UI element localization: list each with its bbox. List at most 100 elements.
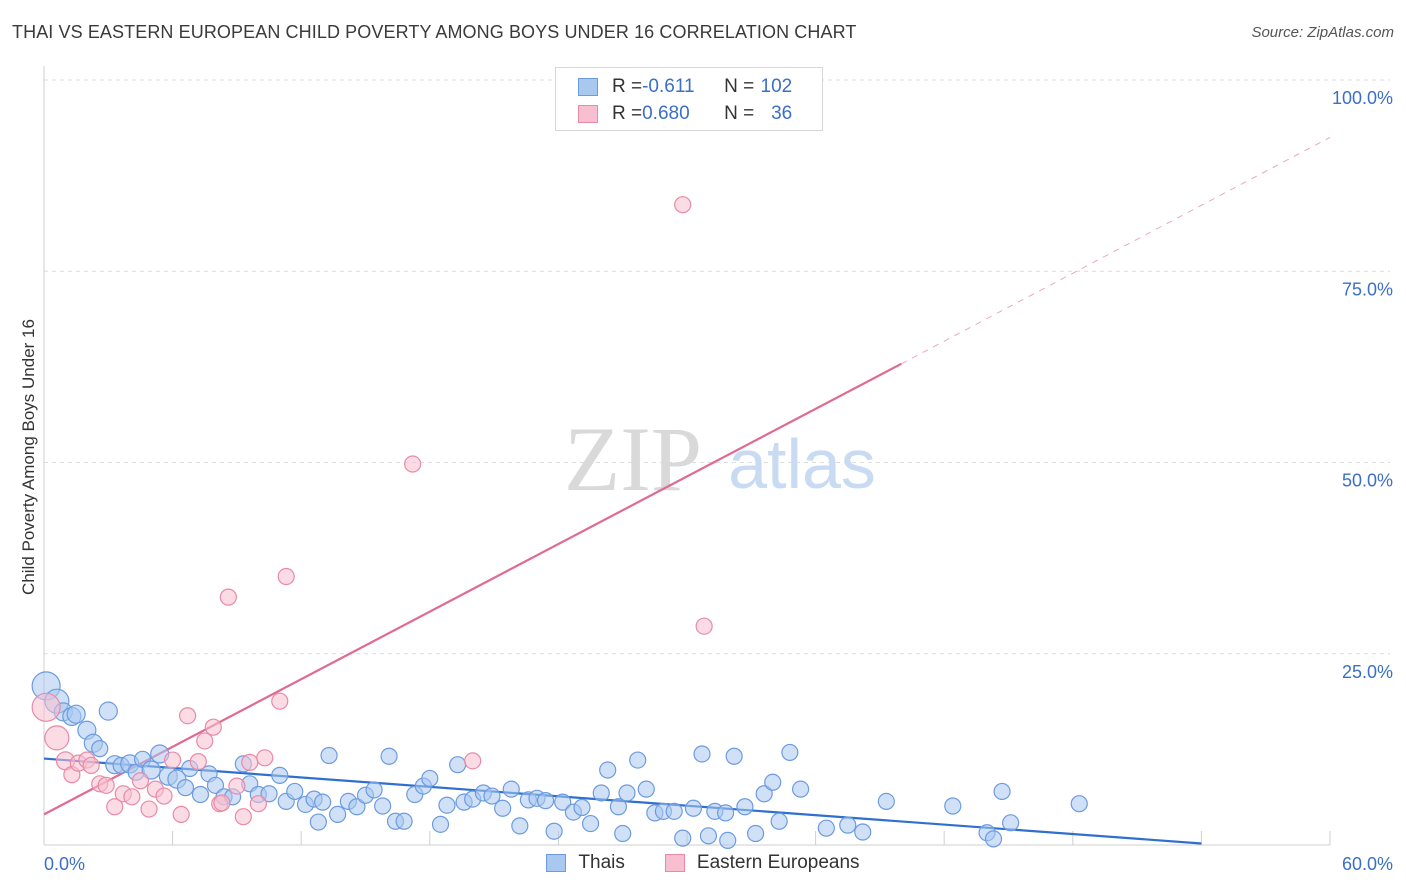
thais-point (329, 805, 347, 824)
thais-point (141, 760, 161, 780)
eastern-european-point (123, 788, 141, 806)
thais-point (365, 781, 383, 799)
thais-point (380, 747, 398, 765)
thais-point (781, 743, 799, 762)
eastern-european-point (241, 753, 259, 771)
thais-point (191, 785, 210, 804)
legend-n-value-thais: 102 (760, 76, 793, 97)
legend-r-label: R = (612, 103, 643, 124)
thais-point (66, 704, 86, 724)
eastern-european-point (695, 617, 713, 635)
thais-point (314, 793, 332, 811)
thais-point (993, 782, 1011, 801)
watermark-zip: ZIP (564, 408, 702, 510)
thais-point (374, 797, 392, 815)
thais-point (944, 797, 962, 815)
eastern-european-point (164, 751, 182, 769)
thais-point (699, 827, 718, 845)
thais-point (536, 792, 555, 810)
eastern-european-point (189, 753, 207, 771)
thais-point (637, 780, 655, 798)
y-axis-label: Child Poverty Among Boys Under 16 (19, 319, 38, 595)
thais-point (431, 815, 450, 833)
thais-point (449, 756, 467, 774)
thais-swatch (578, 78, 598, 96)
watermark: ZIP atlas (564, 408, 876, 510)
thais-point (395, 812, 413, 830)
thais-point (511, 817, 529, 835)
thais-legend-swatch (546, 854, 567, 872)
thais-point (271, 766, 289, 784)
thais-point (665, 802, 683, 820)
eastern-trend-line-extension (901, 136, 1331, 365)
eastern-european-point (404, 455, 422, 473)
eastern-trend-line (43, 362, 902, 816)
thais-point (746, 824, 765, 843)
thais-point (719, 831, 737, 850)
thais-point (286, 782, 304, 801)
thais-point (545, 822, 563, 840)
eastern-european-point (464, 752, 482, 770)
legend-item-eastern: Eastern Europeans (664, 852, 860, 874)
thais-point (98, 701, 118, 721)
eastern-european-point (82, 756, 100, 775)
y-tick-label: 100.0% (1332, 88, 1393, 108)
eastern-european-point (249, 795, 267, 813)
eastern-european-point (155, 787, 173, 805)
thais-point (438, 796, 456, 814)
series-legend: Thais Eastern Europeans (0, 852, 1406, 874)
thais-point (91, 740, 109, 758)
eastern-european-point (196, 732, 214, 750)
eastern-european-point (234, 808, 252, 826)
chart-title: THAI VS EASTERN EUROPEAN CHILD POVERTY A… (12, 22, 857, 42)
thais-point (309, 813, 327, 831)
thais-point (716, 804, 735, 822)
legend-item-thais: Thais (546, 852, 625, 874)
thais-point (693, 745, 711, 763)
x-tick-label-max: 60.0% (1342, 854, 1393, 874)
thais-point (206, 776, 225, 794)
thais-point (614, 824, 632, 843)
x-tick-label-min: 0.0% (44, 854, 85, 874)
legend-n-label: N = (724, 76, 755, 97)
thais-point (854, 823, 872, 841)
legend-r-label: R = (612, 76, 643, 97)
thais-point (573, 798, 591, 817)
thais-point (674, 829, 692, 847)
thais-point (581, 814, 600, 833)
eastern-legend-label: Eastern Europeans (696, 852, 860, 873)
data-points (31, 196, 1088, 850)
thais-point (348, 798, 366, 816)
thais-point (736, 798, 754, 816)
thais-point (502, 780, 520, 798)
x-tick-labels: 0.0% 60.0% (44, 854, 1393, 874)
thais-point (494, 799, 512, 817)
thais-point (260, 785, 278, 803)
thais-point (770, 812, 788, 830)
watermark-atlas: atlas (728, 425, 876, 503)
thais-point (483, 787, 501, 805)
eastern-european-point (172, 805, 190, 824)
legend-r-value-thais: -0.611 (642, 76, 695, 97)
legend-n-label: N = (724, 103, 755, 124)
thais-point (764, 773, 782, 791)
thais-point (1070, 795, 1088, 813)
eastern-european-point (228, 777, 246, 795)
eastern-european-point (179, 707, 197, 725)
thais-point (320, 746, 338, 765)
thais-point (725, 747, 743, 765)
eastern-european-point (106, 798, 124, 816)
thais-point (984, 830, 1003, 848)
thais-point (618, 784, 636, 802)
thais-point (421, 769, 439, 788)
thais-point (629, 751, 647, 769)
thais-point (684, 799, 703, 817)
thais-point (839, 816, 857, 834)
eastern-european-point (97, 776, 115, 794)
eastern-legend-swatch (664, 854, 685, 872)
eastern-european-point (140, 800, 158, 818)
thais-point (176, 779, 195, 797)
thais-point (791, 780, 810, 798)
thais-point (755, 785, 773, 803)
